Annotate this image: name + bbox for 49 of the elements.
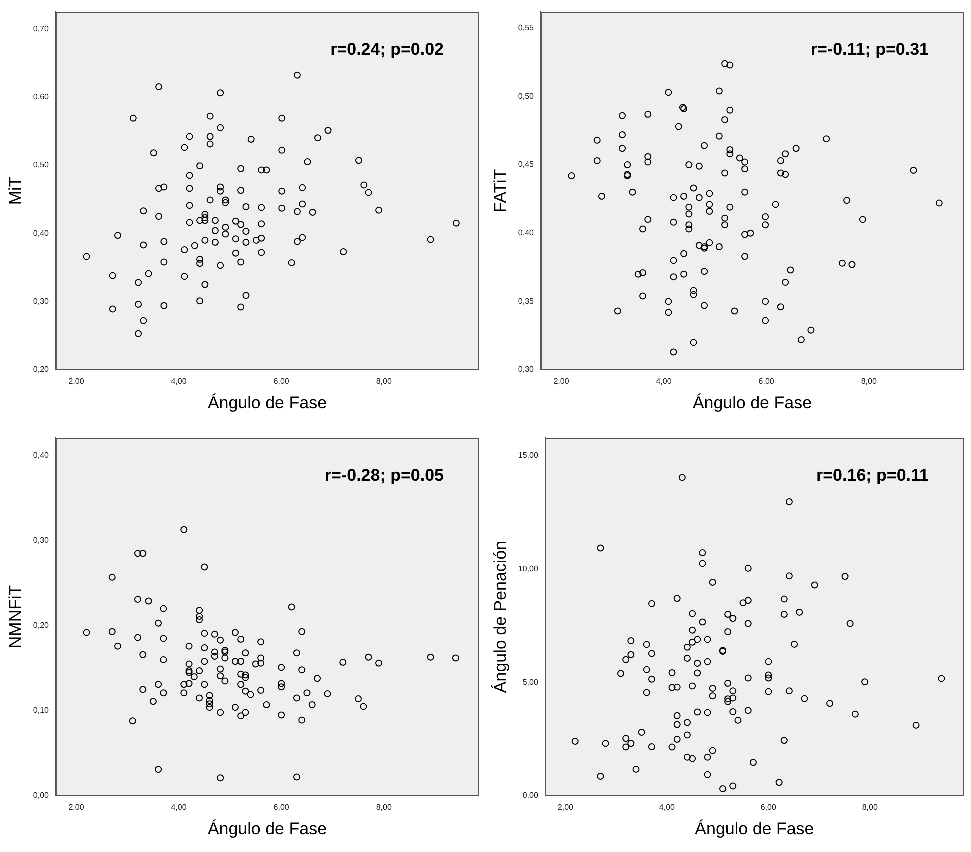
y-tick-label: 0,50 [33,160,50,170]
y-tick-label: 15,00 [518,450,539,460]
y-tick-label: 0,40 [33,228,50,238]
x-tick-label: 6,00 [274,803,290,812]
x-tick-label: 8,00 [861,377,878,386]
y-axis-title: NMNFiT [6,585,25,649]
x-tick-label: 8,00 [376,803,392,812]
y-tick-label: 0,20 [33,365,50,374]
y-tick-label: 0,60 [33,92,50,102]
annotation: r=0.24; p=0.02 [330,40,444,60]
x-tick-label: 8,00 [862,803,878,812]
y-tick-label: 5,00 [522,678,539,687]
x-axis-title: Ángulo de Fase [208,393,328,412]
y-tick-label: 0,30 [33,536,50,546]
y-tick-label: 0,45 [518,160,535,170]
x-tick-label: 2,00 [68,377,85,386]
y-axis-title: FATiT [490,169,510,213]
y-tick-label: 0,10 [33,706,50,716]
x-tick-label: 8,00 [376,377,392,386]
y-tick-label: 0,20 [33,621,50,630]
x-tick-label: 4,00 [659,803,676,812]
y-tick-label: 0,70 [33,24,50,34]
x-tick-label: 2,00 [558,803,574,812]
y-tick-label: 0,00 [33,791,50,800]
y-tick-label: 0,50 [518,92,535,101]
annotation: r=0.16; p=0.11 [816,466,929,486]
x-tick-label: 4,00 [171,377,188,386]
y-axis-title: MiT [6,176,25,206]
x-tick-label: 6,00 [760,803,777,812]
x-axis-title: Ángulo de Fase [208,819,328,838]
x-axis-title: Ángulo de Fase [692,393,812,412]
y-tick-label: 10,00 [518,564,539,574]
annotation: r=-0.28; p=0.05 [324,466,444,486]
y-tick-label: 0,35 [518,296,535,306]
y-tick-label: 0,30 [33,297,50,306]
x-tick-label: 6,00 [274,377,290,386]
x-tick-label: 2,00 [554,377,570,386]
x-tick-label: 4,00 [656,377,672,386]
y-tick-label: 0,40 [518,228,535,238]
x-tick-label: 6,00 [758,377,775,386]
y-axis-title: Ángulo de Penación [490,540,510,694]
x-tick-label: 2,00 [68,803,85,812]
y-tick-label: 0,00 [522,791,539,800]
x-tick-label: 4,00 [171,803,188,812]
y-tick-label: 0,40 [33,451,50,460]
y-tick-label: 0,55 [518,24,535,33]
annotation: r=-0.11; p=0.31 [810,40,929,60]
x-axis-title: Ángulo de Fase [695,819,814,838]
y-tick-label: 0,30 [518,365,535,374]
